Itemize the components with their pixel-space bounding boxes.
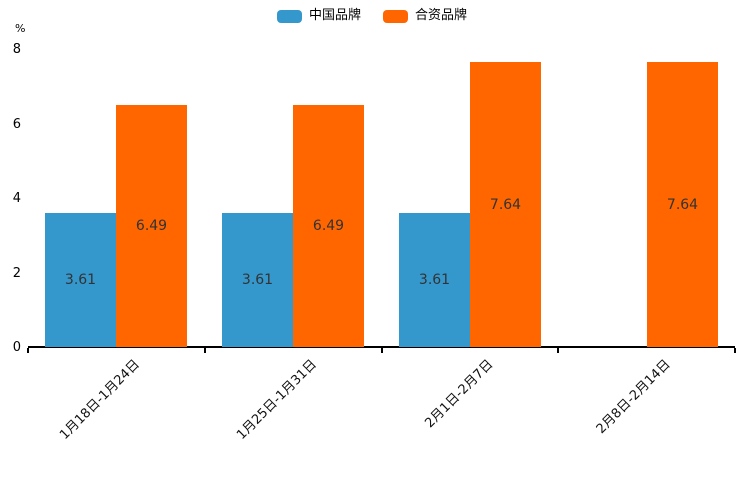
bar-value-label: 3.61 — [241, 272, 274, 288]
x-axis-tick — [27, 348, 29, 353]
x-axis-tick — [734, 348, 736, 353]
legend: 中国品牌 合资品牌 — [0, 6, 744, 26]
bar-合资品牌-1 — [116, 105, 187, 347]
y-axis-tick-label: 4 — [12, 191, 21, 206]
y-axis-unit-label: % — [15, 22, 26, 35]
y-axis-tick-label: 0 — [12, 340, 21, 355]
bar-中国品牌-2 — [222, 213, 293, 347]
bar-value-label: 7.64 — [666, 197, 699, 213]
x-axis-tick — [204, 348, 206, 353]
bar-value-label: 3.61 — [418, 272, 451, 288]
legend-item-label: 合资品牌 — [415, 8, 468, 23]
legend-item-label: 中国品牌 — [308, 8, 361, 23]
bar-合资品牌-3 — [470, 62, 541, 347]
bar-合资品牌-4 — [647, 62, 718, 347]
y-axis-tick-label: 6 — [12, 116, 21, 132]
x-axis-tick — [557, 348, 559, 353]
bar-value-label: 3.61 — [64, 272, 97, 288]
y-axis-tick-label: 2 — [12, 265, 21, 281]
bar-value-label: 6.49 — [135, 218, 168, 234]
bar-中国品牌-3 — [399, 213, 470, 347]
bar-value-label: 7.64 — [489, 197, 522, 213]
x-axis-line — [28, 346, 735, 348]
x-axis-label: 2月1日-2月7日 — [422, 357, 497, 432]
legend-swatch-icon — [276, 9, 302, 23]
x-axis-label: 2月8日-2月14日 — [593, 357, 674, 437]
legend-item-2[interactable]: 合资品牌 — [383, 8, 467, 24]
legend-swatch-icon — [383, 9, 408, 23]
x-axis-label: 1月18日-1月24日 — [57, 357, 143, 443]
legend-item-1[interactable]: 中国品牌 — [276, 8, 361, 24]
bar-合资品牌-2 — [293, 105, 364, 347]
x-axis-tick — [381, 348, 383, 353]
y-axis-tick-label: 8 — [12, 42, 21, 57]
bar-中国品牌-1 — [45, 213, 116, 347]
bar-value-label: 6.49 — [312, 218, 345, 234]
x-axis-label: 1月25日-1月31日 — [233, 357, 320, 443]
